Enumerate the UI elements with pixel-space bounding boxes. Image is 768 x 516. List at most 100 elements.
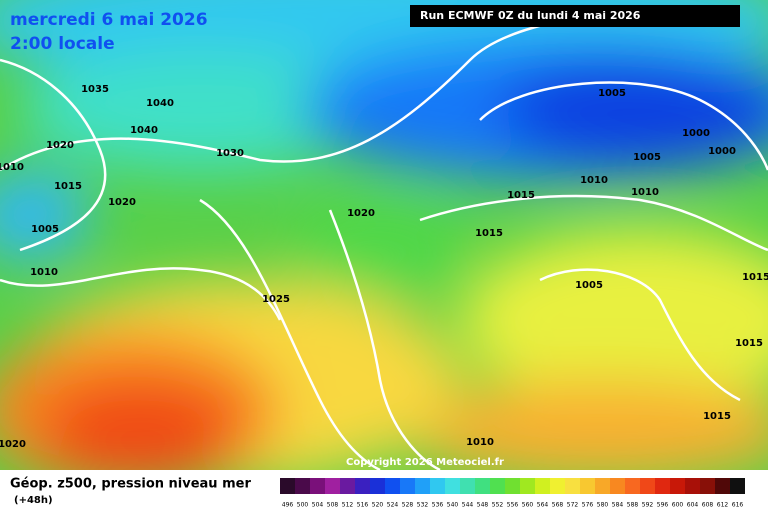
date-label: mercredi 6 mai 2026 [10, 10, 208, 30]
scale-label: 520 [372, 502, 384, 509]
isobar-label: 1040 [130, 125, 158, 136]
scale-label: 504 [312, 502, 324, 509]
isobar-label: 1020 [108, 197, 136, 208]
scale-label: 584 [612, 502, 624, 509]
scale-swatch [385, 478, 400, 494]
scale-swatch [640, 478, 655, 494]
isobar-label: 1005 [31, 224, 59, 235]
footer-lead: (+48h) [14, 495, 53, 506]
scale-label: 560 [522, 502, 534, 509]
scale-swatch [595, 478, 610, 494]
isobar-label: 1000 [708, 146, 736, 157]
scale-swatch [550, 478, 565, 494]
isobar-label: 1015 [475, 228, 503, 239]
scale-label: 544 [462, 502, 474, 509]
isobar-label: 1015 [742, 272, 768, 283]
isobar-label: 1015 [735, 338, 763, 349]
scale-label: 528 [402, 502, 414, 509]
isobar-label: 1005 [598, 88, 626, 99]
isobar-label: 1020 [347, 208, 375, 219]
scale-swatch [445, 478, 460, 494]
scale-label: 612 [717, 502, 729, 509]
scale-label: 500 [297, 502, 309, 509]
scale-label: 548 [477, 502, 489, 509]
scale-swatch [715, 478, 730, 494]
isobar-label: 1005 [633, 152, 661, 163]
scale-swatch [700, 478, 715, 494]
isobar-label: 1010 [30, 267, 58, 278]
scale-label: 532 [417, 502, 429, 509]
scale-swatch [625, 478, 640, 494]
scale-swatch [580, 478, 595, 494]
footer-title: Géop. z500, pression niveau mer [10, 477, 251, 492]
isobar-label: 1025 [262, 294, 290, 305]
scale-label: 572 [567, 502, 579, 509]
isobar-label: 1015 [54, 181, 82, 192]
scale-swatch [565, 478, 580, 494]
time-label: 2:00 locale [10, 34, 115, 54]
scale-label: 568 [552, 502, 564, 509]
copyright: Copyright 2026 Meteociel.fr [346, 457, 504, 468]
scale-label: 524 [387, 502, 399, 509]
scale-label: 508 [327, 502, 339, 509]
isobar-labels: 1035 1040 1040 1020 1030 1010 1015 1020 1005 1020… [0, 84, 768, 450]
isobar-label: 1020 [46, 140, 74, 151]
scale-label: 576 [582, 502, 594, 509]
isobar-label: 1010 [466, 437, 494, 448]
scale-swatch [340, 478, 355, 494]
isobar-label: 1015 [703, 411, 731, 422]
scale-swatch [325, 478, 340, 494]
isobar-label: 1010 [631, 187, 659, 198]
scale-swatch [370, 478, 385, 494]
scale-swatch [490, 478, 505, 494]
run-box [410, 5, 740, 27]
color-scale: 496 500 504 508 512 516 520 524 528 532 536 540 544 5… [280, 478, 745, 509]
scale-swatch [655, 478, 670, 494]
isobar-label: 1040 [146, 98, 174, 109]
scale-swatch [475, 478, 490, 494]
isobar-lines [0, 8, 768, 472]
isobar-label: 1035 [81, 84, 109, 95]
isobar-label: 1030 [216, 148, 244, 159]
scale-label: 516 [357, 502, 369, 509]
scale-label: 588 [627, 502, 639, 509]
isobar-label: 1010 [0, 162, 24, 173]
run-label: Run ECMWF 0Z du lundi 4 mai 2026 [420, 9, 641, 22]
scale-swatch [415, 478, 430, 494]
scale-swatch [610, 478, 625, 494]
scale-label: 592 [642, 502, 654, 509]
scale-label: 512 [342, 502, 354, 509]
scale-label: 616 [732, 502, 744, 509]
scale-swatch [670, 478, 685, 494]
isobar-label: 1015 [507, 190, 535, 201]
isobar-label: 1010 [580, 175, 608, 186]
scale-label: 540 [447, 502, 459, 509]
scale-swatch [355, 478, 370, 494]
scale-swatch [730, 478, 745, 494]
scale-swatch [520, 478, 535, 494]
field [0, 0, 768, 490]
scale-label: 496 [282, 502, 294, 509]
scale-label: 564 [537, 502, 549, 509]
scale-swatch [505, 478, 520, 494]
isobar-label: 1020 [0, 439, 26, 450]
scale-label: 556 [507, 502, 519, 509]
scale-swatch [430, 478, 445, 494]
scale-label: 596 [657, 502, 669, 509]
scale-swatch [685, 478, 700, 494]
scale-label: 600 [672, 502, 684, 509]
scale-swatch [310, 478, 325, 494]
scale-label: 536 [432, 502, 444, 509]
scale-label: 552 [492, 502, 504, 509]
isobar-label: 1000 [682, 128, 710, 139]
scale-swatch [280, 478, 295, 494]
scale-label: 604 [687, 502, 699, 509]
scale-swatch [535, 478, 550, 494]
scale-swatch [295, 478, 310, 494]
scale-label: 580 [597, 502, 609, 509]
scale-swatch [400, 478, 415, 494]
scale-swatch [460, 478, 475, 494]
scale-label: 608 [702, 502, 714, 509]
isobar-label: 1005 [575, 280, 603, 291]
